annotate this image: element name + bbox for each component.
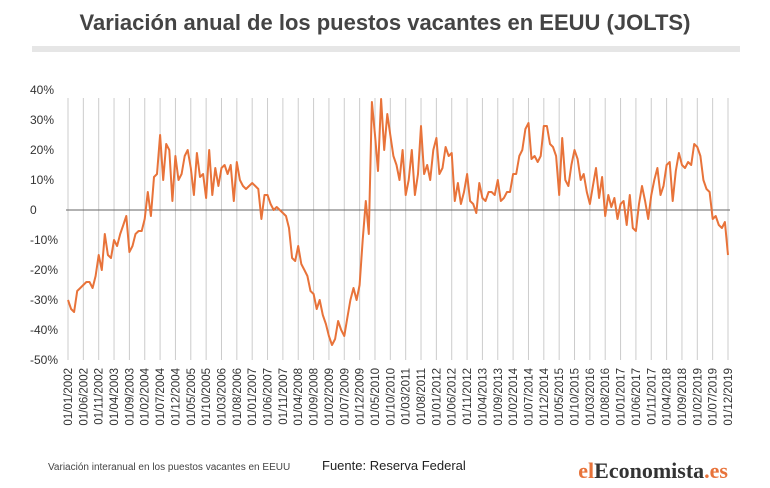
y-tick-label: -10% xyxy=(30,233,58,247)
y-tick-label: 40% xyxy=(30,83,54,97)
x-tick-label: 01/10/2010 xyxy=(385,368,397,426)
x-tick-label: 01/04/2003 xyxy=(109,368,121,426)
x-tick-label: 01/02/2009 xyxy=(324,368,336,426)
y-tick-label: -50% xyxy=(30,353,58,367)
x-tick-label: 01/09/2003 xyxy=(124,368,136,426)
x-tick-label: 01/07/2009 xyxy=(339,368,351,426)
y-tick-label: -20% xyxy=(30,263,58,277)
x-tick-label: 01/11/2007 xyxy=(278,368,290,425)
x-tick-label: 01/11/2012 xyxy=(462,368,474,425)
x-tick-label: 01/09/2013 xyxy=(493,368,505,426)
x-tick-label: 01/09/2008 xyxy=(309,368,321,426)
x-tick-label: 01/02/2019 xyxy=(692,368,704,426)
x-tick-label: 01/09/2018 xyxy=(677,368,689,426)
x-tick-label: 01/07/2014 xyxy=(523,367,535,425)
logo-part: el xyxy=(578,458,594,483)
x-tick-label: 01/02/2004 xyxy=(140,367,152,425)
note: Variación interanual en los puestos vaca… xyxy=(48,462,290,473)
x-tick-label: 01/06/2017 xyxy=(631,368,643,426)
x-tick-label: 01/12/2009 xyxy=(355,368,367,426)
x-tick-label: 01/04/2013 xyxy=(477,368,489,426)
x-tick-label: 01/08/2006 xyxy=(232,368,244,426)
x-tick-label: 01/01/2017 xyxy=(616,368,628,426)
x-tick-label: 01/03/2011 xyxy=(401,368,413,425)
x-tick-label: 01/11/2017 xyxy=(646,368,658,425)
x-tick-label: 01/08/2011 xyxy=(416,368,428,425)
x-tick-label: 01/04/2018 xyxy=(662,368,674,426)
x-tick-label: 01/06/2007 xyxy=(263,368,275,426)
x-tick-label: 01/07/2019 xyxy=(708,368,720,426)
x-tick-label: 01/12/2004 xyxy=(170,367,182,425)
y-tick-label: 0 xyxy=(30,203,37,217)
source: Fuente: Reserva Federal xyxy=(322,458,466,473)
x-tick-label: 01/10/2015 xyxy=(570,368,582,426)
x-tick-label: 01/10/2005 xyxy=(201,368,213,426)
logo: elEconomista.es xyxy=(578,458,728,483)
logo-part: Economista xyxy=(594,458,704,483)
x-tick-label: 01/03/2016 xyxy=(585,368,597,426)
series-line xyxy=(67,98,729,346)
logo-part: .es xyxy=(704,458,728,483)
x-tick-label: 01/05/2010 xyxy=(370,368,382,426)
x-tick-label: 01/05/2005 xyxy=(186,368,198,426)
y-tick-label: 20% xyxy=(30,143,54,157)
y-tick-label: 30% xyxy=(30,113,54,127)
x-tick-label: 01/05/2015 xyxy=(554,368,566,426)
x-tick-label: 01/07/2004 xyxy=(155,367,167,425)
x-tick-label: 01/06/2012 xyxy=(447,368,459,426)
title-rule xyxy=(32,46,740,52)
x-tick-label: 01/12/2014 xyxy=(539,367,551,425)
y-tick-label: -30% xyxy=(30,293,58,307)
x-tick-label: 01/08/2016 xyxy=(600,368,612,426)
x-tick-label: 01/01/2007 xyxy=(247,368,259,426)
x-tick-label: 01/12/2019 xyxy=(723,368,735,426)
x-tick-label: 01/06/2002 xyxy=(78,368,90,426)
x-tick-label: 01/03/2006 xyxy=(216,368,228,426)
x-tick-label: 01/04/2008 xyxy=(293,368,305,426)
y-tick-label: 10% xyxy=(30,173,54,187)
x-tick-label: 01/11/2002 xyxy=(94,368,106,425)
y-tick-label: -40% xyxy=(30,323,58,337)
chart-title: Variación anual de los puestos vacantes … xyxy=(80,10,691,35)
x-tick-label: 01/01/2012 xyxy=(431,368,443,426)
x-tick-label: 01/02/2014 xyxy=(508,367,520,425)
x-tick-label: 01/01/2002 xyxy=(63,368,75,426)
